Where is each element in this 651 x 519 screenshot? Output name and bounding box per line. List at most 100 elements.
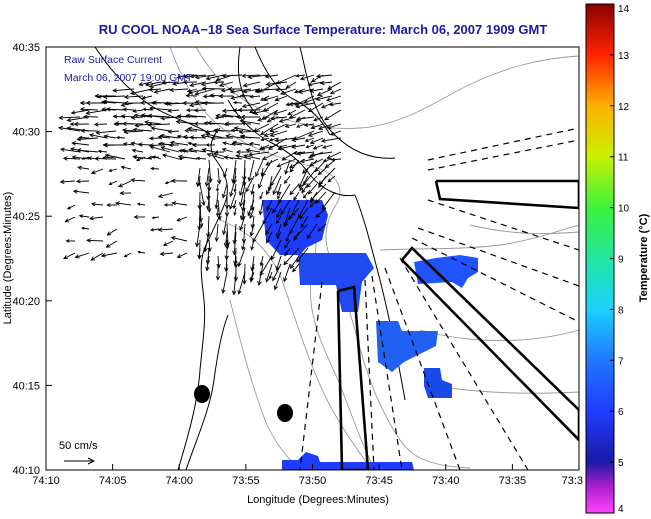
current-vector bbox=[160, 252, 174, 255]
current-vector-head bbox=[270, 116, 275, 121]
current-vector-head bbox=[144, 120, 149, 125]
current-vector bbox=[328, 175, 336, 183]
current-vector bbox=[272, 175, 282, 195]
current-vector-head bbox=[105, 243, 111, 248]
current-vector bbox=[318, 123, 333, 130]
current-vector-head bbox=[207, 208, 212, 213]
current-vector bbox=[284, 239, 291, 249]
current-vector-head bbox=[153, 89, 159, 94]
current-vector bbox=[217, 207, 219, 216]
current-vector-head bbox=[291, 211, 296, 217]
current-vector bbox=[162, 154, 180, 160]
current-vector-head bbox=[147, 122, 152, 128]
current-vector bbox=[234, 127, 252, 132]
current-vector-head bbox=[296, 116, 302, 121]
current-vector bbox=[325, 159, 336, 168]
current-vector bbox=[283, 263, 291, 282]
current-vector-head bbox=[216, 263, 221, 269]
current-vector bbox=[239, 183, 246, 207]
current-vector bbox=[78, 166, 90, 170]
current-vector-head bbox=[66, 206, 71, 210]
y-tick-label: 40:30 bbox=[12, 127, 40, 139]
current-vector bbox=[215, 191, 219, 209]
current-vector bbox=[293, 231, 300, 241]
current-vector bbox=[292, 144, 306, 148]
current-vector bbox=[261, 159, 273, 177]
current-vector-head bbox=[184, 128, 189, 133]
current-vector bbox=[231, 129, 243, 132]
current-vector-head bbox=[148, 136, 154, 141]
current-vector-head bbox=[328, 102, 334, 107]
current-vector bbox=[73, 190, 90, 194]
current-vector bbox=[308, 130, 324, 137]
current-vector-head bbox=[268, 276, 272, 280]
current-vector bbox=[277, 183, 282, 195]
current-vector-head bbox=[132, 154, 138, 160]
current-vector bbox=[149, 144, 162, 146]
current-vector bbox=[207, 153, 225, 160]
current-vector bbox=[216, 223, 219, 242]
current-vector bbox=[305, 137, 315, 142]
current-vector bbox=[262, 151, 279, 160]
current-vector bbox=[168, 109, 180, 112]
current-vector-head bbox=[66, 126, 72, 131]
current-vector-head bbox=[176, 74, 182, 79]
current-vector-head bbox=[276, 190, 281, 196]
current-vector bbox=[202, 88, 225, 90]
current-vector bbox=[238, 247, 246, 267]
current-vector-head bbox=[167, 108, 172, 113]
current-vector-head bbox=[315, 96, 321, 102]
colorbar-gradient bbox=[585, 3, 615, 514]
current-vector-head bbox=[250, 190, 255, 196]
current-vector bbox=[280, 88, 297, 95]
current-vector-head bbox=[237, 262, 242, 268]
current-vector-head bbox=[284, 244, 288, 249]
current-vector-head bbox=[205, 132, 211, 137]
current-vector bbox=[216, 183, 219, 192]
current-vector-head bbox=[247, 74, 253, 80]
current-vector bbox=[207, 199, 210, 210]
current-vector-head bbox=[239, 225, 244, 231]
current-vector bbox=[318, 167, 336, 185]
current-vector bbox=[230, 95, 243, 99]
annotation-raw-current: Raw Surface Current bbox=[64, 54, 162, 66]
current-vector-head bbox=[309, 152, 315, 157]
current-vector-head bbox=[136, 157, 141, 162]
current-vector bbox=[60, 148, 81, 153]
current-vector bbox=[234, 183, 237, 192]
current-vector-head bbox=[245, 148, 251, 153]
current-vector-head bbox=[189, 74, 195, 79]
current-vector-head bbox=[276, 213, 281, 219]
current-vector-head bbox=[322, 145, 327, 149]
current-vector bbox=[89, 216, 104, 220]
current-vector bbox=[250, 95, 261, 98]
current-vector bbox=[243, 81, 261, 87]
current-vector-head bbox=[163, 101, 169, 106]
current-vector bbox=[292, 263, 300, 272]
current-vector-head bbox=[295, 124, 300, 128]
current-vector bbox=[276, 255, 282, 271]
current-vector-head bbox=[305, 144, 310, 149]
current-vector bbox=[222, 271, 228, 294]
current-vector-head bbox=[87, 156, 92, 161]
current-vector bbox=[318, 167, 327, 175]
current-vector bbox=[103, 156, 118, 159]
current-vector bbox=[326, 95, 342, 102]
current-vector-head bbox=[201, 86, 207, 91]
x-tick-label: 73:35 bbox=[499, 475, 527, 487]
current-vector-head bbox=[138, 81, 144, 87]
current-vector-head bbox=[300, 223, 305, 229]
current-vector-head bbox=[245, 187, 250, 193]
colorbar-tick-label: 13 bbox=[618, 51, 630, 62]
current-vector-head bbox=[285, 102, 290, 107]
current-vector-head bbox=[283, 260, 288, 266]
current-vector-head bbox=[182, 80, 188, 85]
current-vector bbox=[142, 95, 153, 99]
current-vector-head bbox=[293, 89, 299, 94]
current-vector-head bbox=[218, 82, 224, 87]
current-vector-head bbox=[115, 135, 120, 140]
current-vector bbox=[248, 159, 255, 182]
current-vector-head bbox=[94, 156, 100, 161]
current-vector-head bbox=[237, 289, 242, 295]
current-vector bbox=[249, 102, 270, 113]
